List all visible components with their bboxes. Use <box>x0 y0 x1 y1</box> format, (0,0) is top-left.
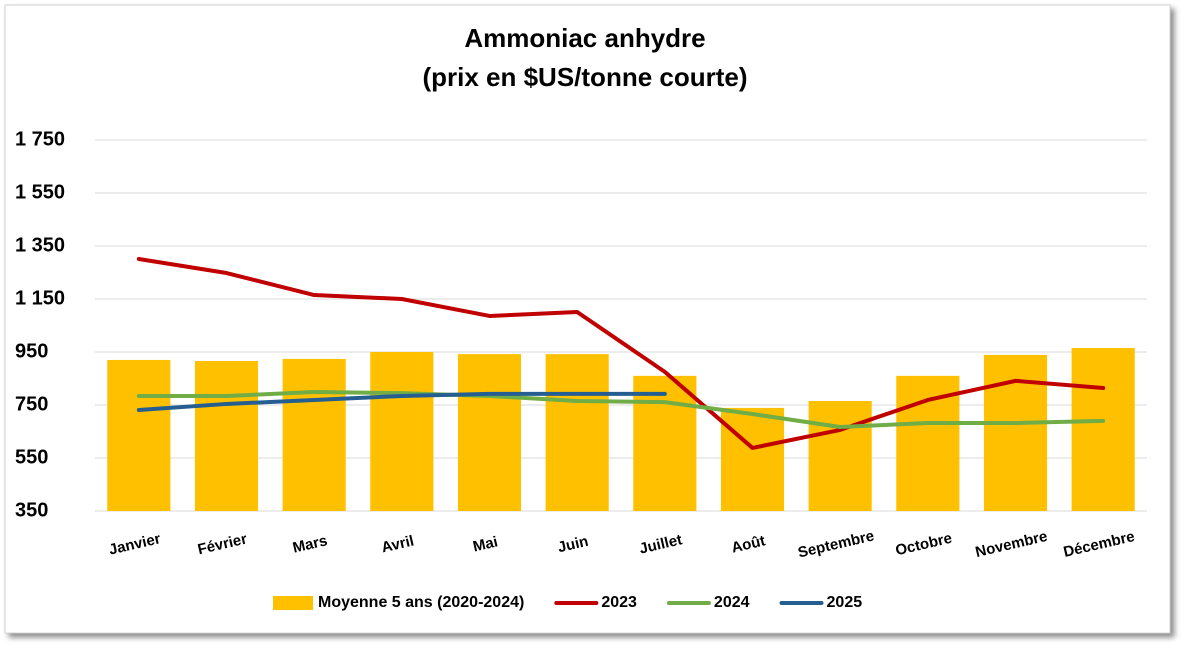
legend-swatch <box>273 596 313 610</box>
bar <box>194 361 259 511</box>
y-tick-label: 350 <box>15 499 48 521</box>
legend: Moyenne 5 ans (2020-2024) 2023 2024 2025 <box>273 594 862 611</box>
bar <box>370 352 434 511</box>
lines <box>136 256 1106 450</box>
bar <box>720 407 785 511</box>
legend-label: 2024 <box>714 594 750 611</box>
grid <box>95 139 1147 512</box>
y-tick-label: 550 <box>15 446 48 468</box>
chart-title: (prix en $US/tonne courte) <box>422 62 747 92</box>
bar <box>1071 348 1135 511</box>
x-tick-label: Mai <box>471 533 499 555</box>
line <box>136 256 1106 450</box>
line <box>136 390 1106 429</box>
y-tick-label: 950 <box>15 340 48 362</box>
bar <box>282 358 346 511</box>
legend-label: 2025 <box>827 594 863 611</box>
bar <box>633 375 697 511</box>
legend-label: 2023 <box>601 594 637 611</box>
legend-label: Moyenne 5 ans (2020-2024) <box>318 594 524 611</box>
y-tick-label: 750 <box>15 393 48 415</box>
y-tick-label: 1 350 <box>15 234 65 256</box>
y-tick-label: 1 750 <box>15 128 65 150</box>
line <box>136 391 667 413</box>
x-tick-label: Avril <box>380 533 416 557</box>
bar <box>107 359 171 511</box>
bar <box>808 401 872 511</box>
bar <box>457 354 522 511</box>
y-tick-label: 1 550 <box>15 181 65 203</box>
y-tick-label: 1 150 <box>15 287 65 309</box>
chart-title: Ammoniac anhydre <box>464 23 705 53</box>
bar <box>545 354 609 511</box>
x-tick-label: Juin <box>556 533 590 557</box>
bar <box>983 354 1048 511</box>
bars <box>107 348 1135 511</box>
